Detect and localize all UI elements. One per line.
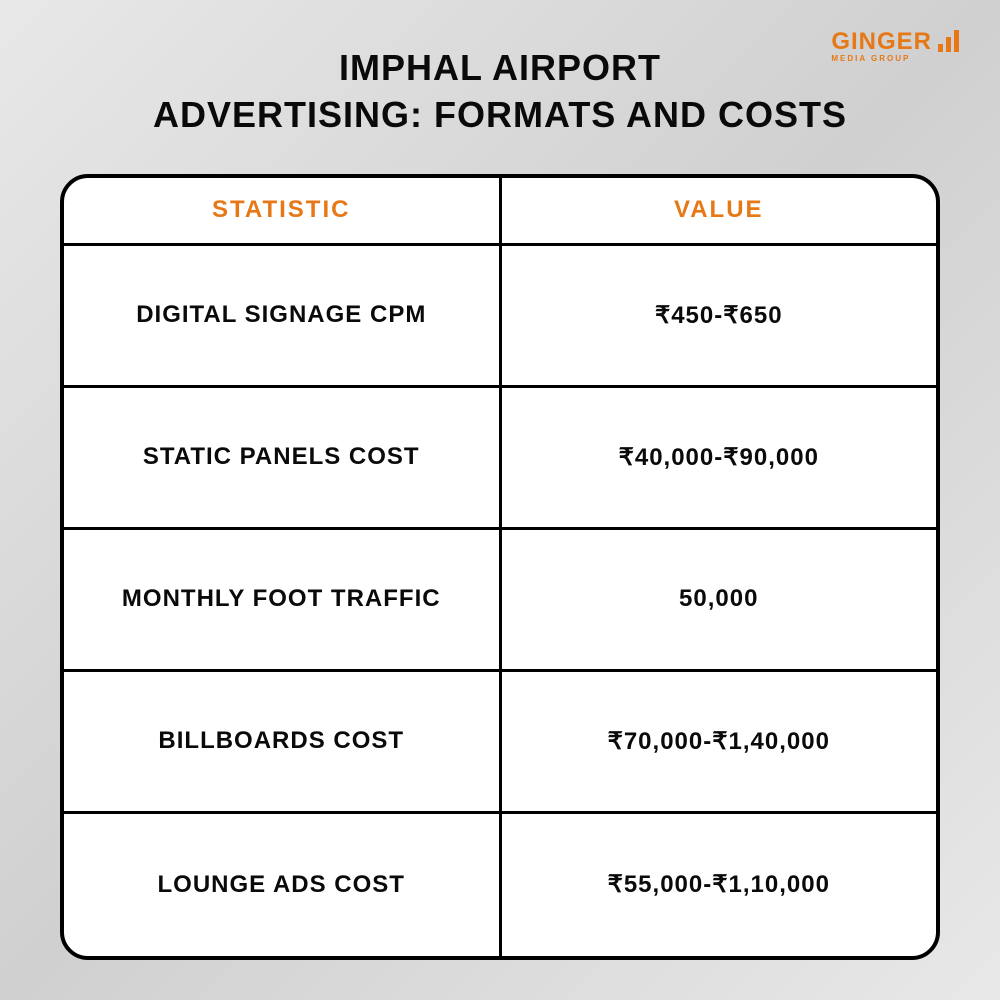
- table-row: DIGITAL SIGNAGE CPM ₹450-₹650: [64, 246, 936, 388]
- stat-label: DIGITAL SIGNAGE CPM: [64, 246, 502, 385]
- table-row: STATIC PANELS COST ₹40,000-₹90,000: [64, 388, 936, 530]
- title-line-1: IMPHAL AIRPORT: [339, 47, 661, 88]
- stat-value: ₹40,000-₹90,000: [502, 388, 937, 527]
- logo-sub-text: MEDIA GROUP: [831, 54, 910, 63]
- table-header-row: STATISTIC VALUE: [64, 178, 936, 246]
- stat-label: LOUNGE ADS COST: [64, 814, 502, 956]
- brand-logo: GINGER MEDIA GROUP: [831, 30, 960, 63]
- stat-label: MONTHLY FOOT TRAFFIC: [64, 530, 502, 669]
- stat-value: ₹70,000-₹1,40,000: [502, 672, 937, 811]
- stat-label: BILLBOARDS COST: [64, 672, 502, 811]
- stat-value: ₹55,000-₹1,10,000: [502, 814, 937, 956]
- stat-value: 50,000: [502, 530, 937, 669]
- table-row: BILLBOARDS COST ₹70,000-₹1,40,000: [64, 672, 936, 814]
- header-value: VALUE: [502, 178, 937, 243]
- logo-bars-icon: [938, 30, 960, 52]
- pricing-table: STATISTIC VALUE DIGITAL SIGNAGE CPM ₹450…: [60, 174, 940, 960]
- stat-label: STATIC PANELS COST: [64, 388, 502, 527]
- header-statistic: STATISTIC: [64, 178, 502, 243]
- logo-main-text: GINGER: [831, 30, 932, 54]
- page-title: IMPHAL AIRPORT ADVERTISING: FORMATS AND …: [60, 45, 940, 139]
- stat-value: ₹450-₹650: [502, 246, 937, 385]
- title-line-2: ADVERTISING: FORMATS AND COSTS: [153, 94, 847, 135]
- logo-text-block: GINGER MEDIA GROUP: [831, 30, 932, 63]
- table-row: MONTHLY FOOT TRAFFIC 50,000: [64, 530, 936, 672]
- table-row: LOUNGE ADS COST ₹55,000-₹1,10,000: [64, 814, 936, 956]
